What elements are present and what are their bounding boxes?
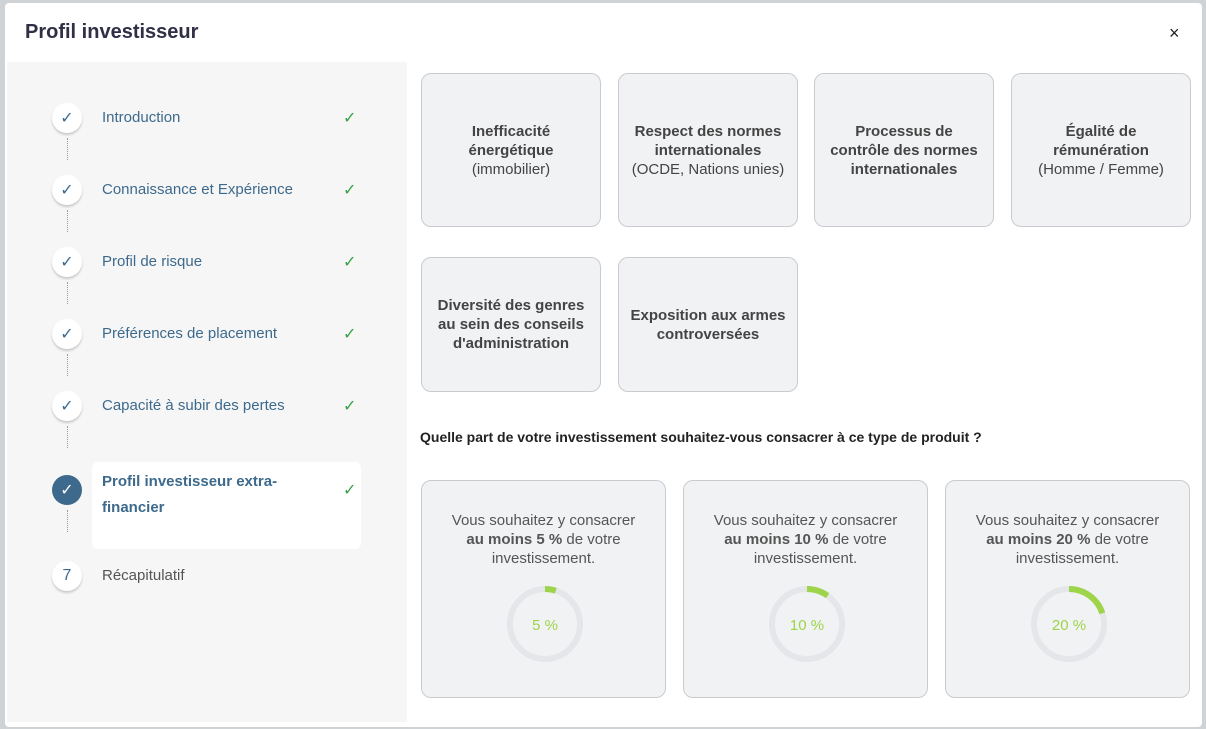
step-connector xyxy=(67,210,68,232)
criterion-card[interactable]: Diversité des genres au sein des conseil… xyxy=(421,257,601,392)
gauge-label: 5 % xyxy=(532,617,558,634)
option-pre: Vous souhaitez y consacrer xyxy=(713,512,898,529)
step-7[interactable]: 7 Récapitulatif xyxy=(7,561,407,601)
gauge-fill xyxy=(507,586,583,662)
criterion-subtitle: (Homme / Femme) xyxy=(1038,160,1164,178)
step-label: Profil de risque xyxy=(102,253,203,270)
allocation-option-10[interactable]: Vous souhaitez y consacrer au moins 10 % … xyxy=(683,480,928,698)
step-label: Préférences de placement xyxy=(102,325,278,342)
check-icon: ✓ xyxy=(52,247,82,277)
option-post: de votre investissement. xyxy=(491,531,621,567)
step-connector xyxy=(67,510,68,532)
criterion-card[interactable]: Inefficacité énergétique (immobilier) xyxy=(421,73,601,227)
active-step-highlight xyxy=(92,462,361,549)
option-post: de votre investissement. xyxy=(753,531,887,567)
completed-check-icon: ✓ xyxy=(343,326,357,343)
allocation-option-20[interactable]: Vous souhaitez y consacrer au moins 20 % … xyxy=(945,480,1190,698)
step-label: Capacité à subir des pertes xyxy=(102,397,285,414)
step-connector xyxy=(67,282,68,304)
check-icon: ✓ xyxy=(52,391,82,421)
percent-gauge: 20 % xyxy=(1031,586,1107,662)
gauge-label: 20 % xyxy=(1052,617,1086,634)
check-icon: ✓ xyxy=(52,475,82,505)
criterion-card[interactable]: Égalité de rémunération (Homme / Femme) xyxy=(1011,73,1191,227)
percent-gauge: 10 % xyxy=(769,586,845,662)
step-3[interactable]: ✓ Profil de risque ✓ xyxy=(7,247,407,287)
criterion-card[interactable]: Exposition aux armes controversées xyxy=(618,257,798,392)
option-text: Vous souhaitez y consacrer au moins 10 % … xyxy=(684,511,927,568)
gauge-fill xyxy=(1031,586,1107,662)
gauge-label: 10 % xyxy=(790,617,824,634)
check-icon: ✓ xyxy=(52,319,82,349)
option-text: Vous souhaitez y consacrer au moins 20 % … xyxy=(946,511,1189,568)
criterion-card[interactable]: Processus de contrôle des normes interna… xyxy=(814,73,994,227)
criterion-title: Exposition aux armes controversées xyxy=(630,306,786,343)
option-post: de votre investissement. xyxy=(1015,531,1149,567)
option-pre: Vous souhaitez y consacrer xyxy=(451,512,636,529)
criterion-title: Respect des normes internationales xyxy=(634,122,782,159)
criterion-card[interactable]: Respect des normes internationales (OCDE,… xyxy=(618,73,798,227)
step-label: Profil investisseur extra-financier xyxy=(102,473,278,516)
step-connector xyxy=(67,354,68,376)
question-text: Quelle part de votre investissement souh… xyxy=(420,429,982,445)
completed-check-icon: ✓ xyxy=(343,110,357,127)
step-2[interactable]: ✓ Connaissance et Expérience ✓ xyxy=(7,175,407,215)
gauge-fill xyxy=(769,586,845,662)
option-text: Vous souhaitez y consacrer au moins 5 % d… xyxy=(422,511,665,568)
step-6[interactable]: ✓ Profil investisseur extra-financier ✓ xyxy=(7,473,407,516)
criterion-title: Processus de contrôle des normes interna… xyxy=(830,122,978,178)
step-1[interactable]: ✓ Introduction ✓ xyxy=(7,103,407,143)
step-number: 7 xyxy=(52,561,82,591)
option-bold: au moins 10 % xyxy=(724,531,829,548)
step-label: Récapitulatif xyxy=(102,567,185,584)
criterion-subtitle: (OCDE, Nations unies) xyxy=(631,160,785,178)
step-connector xyxy=(67,138,68,160)
check-icon: ✓ xyxy=(52,103,82,133)
modal-title: Profil investisseur xyxy=(25,21,199,43)
percent-gauge: 5 % xyxy=(507,586,583,662)
option-bold: au moins 20 % xyxy=(986,531,1091,548)
criterion-title: Égalité de rémunération xyxy=(1053,122,1149,159)
step-4[interactable]: ✓ Préférences de placement ✓ xyxy=(7,319,407,359)
completed-check-icon: ✓ xyxy=(343,254,357,271)
completed-check-icon: ✓ xyxy=(343,482,357,499)
option-pre: Vous souhaitez y consacrer xyxy=(975,512,1160,529)
option-bold: au moins 5 % xyxy=(466,531,563,548)
step-connector xyxy=(67,426,68,448)
step-label: Connaissance et Expérience xyxy=(102,181,293,198)
completed-check-icon: ✓ xyxy=(343,182,357,199)
step-label: Introduction xyxy=(102,109,181,126)
criterion-subtitle: (immobilier) xyxy=(471,160,551,178)
stepper-sidebar: ✓ Introduction ✓ ✓ Connaissance et Expérienc… xyxy=(7,62,407,722)
completed-check-icon: ✓ xyxy=(343,398,357,415)
step-5[interactable]: ✓ Capacité à subir des pertes ✓ xyxy=(7,391,407,431)
criterion-title: Inefficacité énergétique xyxy=(468,122,554,159)
criterion-title: Diversité des genres au sein des conseil… xyxy=(437,297,585,352)
close-icon[interactable]: × xyxy=(1169,23,1180,43)
check-icon: ✓ xyxy=(52,175,82,205)
investor-profile-modal: Profil investisseur × ✓ Introduction ✓ ✓ Con… xyxy=(5,3,1202,727)
allocation-option-5[interactable]: Vous souhaitez y consacrer au moins 5 % d… xyxy=(421,480,666,698)
